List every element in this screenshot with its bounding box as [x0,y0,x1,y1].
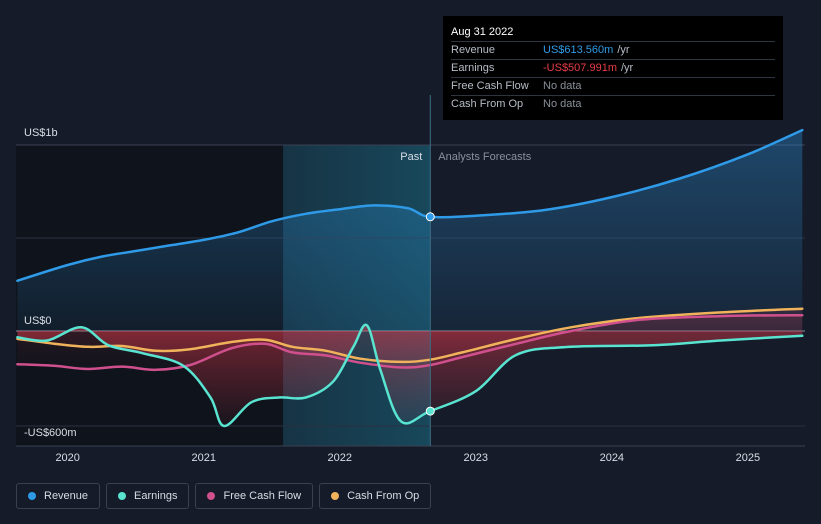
tooltip-label: Revenue [451,44,496,56]
cash-from-op-line [16,307,804,364]
y-axis-bottom-label: -US$600m [24,427,77,439]
hover-markers [425,212,435,416]
tooltip-label: Earnings [451,62,495,74]
chart-plot: US$1b US$0 -US$600m Past Analysts Foreca… [16,95,805,464]
y-axis-zero-label: US$0 [24,315,52,327]
earnings-marker [425,406,435,416]
legend-label: Cash From Op [347,490,420,502]
legend-item-revenue[interactable]: Revenue [16,483,101,509]
legend-dot-icon [28,492,36,500]
chart-legend: Revenue Earnings Free Cash Flow Cash Fro… [16,483,432,511]
tooltip-value: US$613.560m [543,44,614,56]
revenue-area [17,130,803,331]
legend-dot-icon [331,492,340,500]
legend-label: Free Cash Flow [223,490,302,502]
legend-dot-icon [207,492,216,500]
tooltip-value: No data [543,98,582,110]
tooltip-value: -US$507.991m [543,62,617,74]
x-tick-label: 2025 [736,452,760,464]
series-lines [16,128,804,428]
tooltip-row-free-cash-flow: Free Cash Flow No data [451,77,775,95]
tooltip-unit: /yr [621,62,634,74]
legend-item-free-cash-flow[interactable]: Free Cash Flow [195,483,314,509]
tooltip-label: Free Cash Flow [451,80,529,92]
free-cash-flow-line [16,313,804,372]
x-tick-label: 2022 [328,452,352,464]
x-tick-label: 2024 [600,452,624,464]
y-axis-top-label: US$1b [24,127,58,139]
earnings-line [16,323,804,428]
legend-label: Earnings [134,490,178,502]
revenue-marker [425,212,435,222]
tooltip-row-earnings: Earnings -US$507.991m /yr [451,59,775,77]
x-axis-ticks: 2020 2021 2022 2023 2024 2025 [55,452,760,464]
x-tick-label: 2023 [464,452,488,464]
tooltip-date: Aug 31 2022 [451,26,514,38]
forecast-label: Analysts Forecasts [438,151,531,163]
revenue-line [16,128,804,283]
tooltip-value: No data [543,80,582,92]
tooltip-unit: /yr [617,44,630,56]
legend-label: Revenue [44,490,89,502]
tooltip-row-cash-from-op: Cash From Op No data [451,95,775,113]
legend-dot-icon [118,492,127,500]
x-tick-label: 2020 [55,452,79,464]
past-label: Past [400,151,422,163]
legend-item-earnings[interactable]: Earnings [106,483,190,509]
hover-tooltip: Aug 31 2022 Revenue US$613.560m /yr Earn… [443,16,783,120]
x-tick-label: 2021 [191,452,215,464]
legend-item-cash-from-op[interactable]: Cash From Op [319,483,432,509]
tooltip-label: Cash From Op [451,98,524,110]
tooltip-row-revenue: Revenue US$613.560m /yr [451,41,775,59]
